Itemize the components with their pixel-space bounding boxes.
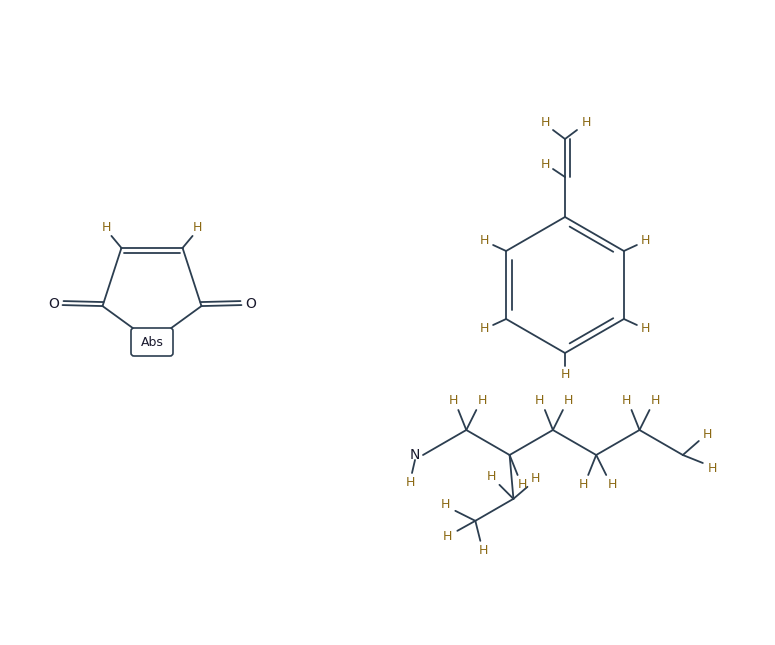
Text: H: H: [540, 117, 549, 130]
Text: H: H: [540, 157, 549, 170]
Text: H: H: [641, 322, 650, 335]
Text: H: H: [622, 393, 631, 406]
Text: H: H: [480, 235, 489, 248]
Text: H: H: [405, 477, 415, 490]
Text: H: H: [480, 322, 489, 335]
Text: Abs: Abs: [140, 335, 164, 348]
Text: H: H: [449, 393, 458, 406]
Text: O: O: [245, 297, 256, 311]
Text: H: H: [703, 428, 712, 441]
Text: H: H: [578, 479, 588, 491]
Text: H: H: [560, 368, 570, 381]
Text: H: H: [581, 117, 591, 130]
Text: O: O: [48, 297, 59, 311]
Text: H: H: [536, 393, 545, 406]
Text: H: H: [443, 530, 452, 543]
Text: H: H: [441, 499, 450, 511]
Text: H: H: [708, 462, 718, 475]
Text: H: H: [518, 479, 527, 491]
Text: N: N: [410, 448, 420, 462]
Text: H: H: [531, 472, 540, 485]
Text: H: H: [477, 393, 487, 406]
Text: H: H: [651, 393, 660, 406]
Text: H: H: [102, 221, 111, 234]
Text: H: H: [641, 235, 650, 248]
Text: H: H: [564, 393, 573, 406]
FancyBboxPatch shape: [131, 328, 173, 356]
Text: H: H: [487, 470, 496, 483]
Text: H: H: [479, 544, 488, 557]
Text: H: H: [193, 221, 202, 234]
Text: H: H: [608, 479, 617, 491]
